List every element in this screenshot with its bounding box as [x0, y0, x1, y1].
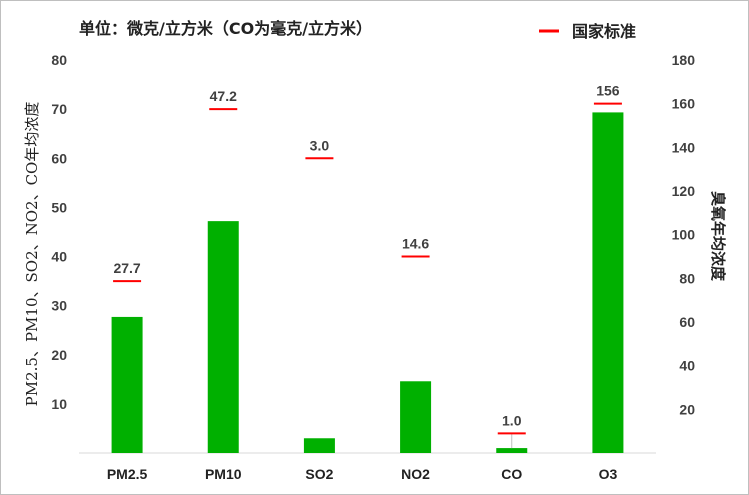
y2-tick-label: 80	[679, 270, 695, 286]
y2-tick-label: 100	[672, 227, 696, 243]
bar	[592, 112, 624, 454]
x-tick-label: O3	[599, 466, 618, 482]
data-label: 47.2	[210, 88, 237, 104]
y2-tick-label: 120	[672, 183, 696, 199]
bar	[303, 438, 335, 453]
data-label: 27.7	[113, 260, 140, 276]
standard-markers	[113, 102, 622, 449]
bar	[207, 221, 239, 453]
data-label: 156	[596, 83, 620, 99]
y2-tick-label: 20	[679, 401, 695, 417]
x-axis: PM2.5 PM10 SO2 NO2 CO O3	[107, 466, 618, 482]
x-tick-label: PM2.5	[107, 466, 148, 482]
data-label: 3.0	[310, 137, 330, 153]
y2-tick-label: 160	[672, 96, 696, 112]
bars: 27.7 47.2 3.0 14.6 1.0 156	[111, 83, 624, 454]
y2-tick-label: 60	[679, 314, 695, 330]
x-tick-label: NO2	[401, 466, 430, 482]
y-tick-label: 10	[51, 396, 67, 412]
unit-note: 单位：微克/立方米（CO为毫克/立方米）	[79, 19, 372, 38]
bar	[496, 448, 528, 453]
x-tick-label: SO2	[305, 466, 333, 482]
x-tick-label: CO	[501, 466, 522, 482]
y-tick-label: 20	[51, 347, 67, 363]
y-tick-label: 30	[51, 298, 67, 314]
y-tick-label: 60	[51, 150, 67, 166]
y2-axis-title: 臭氧年均浓度	[709, 191, 727, 282]
y-tick-label: 80	[51, 52, 67, 68]
y-axis-title: PM2.5、PM10、SO2、NO2、CO年均浓度	[23, 102, 41, 407]
bar	[400, 381, 432, 453]
y2-tick-label: 40	[679, 358, 695, 374]
data-label: 1.0	[502, 412, 522, 428]
bar	[111, 316, 143, 453]
data-label: 14.6	[402, 236, 429, 252]
y-tick-label: 50	[51, 199, 67, 215]
y-axis: 10 20 30 40 50 60 70 80	[51, 52, 67, 412]
y2-axis: 20 40 60 80 100 120 140 160 180	[672, 52, 696, 417]
y-tick-label: 70	[51, 101, 67, 117]
y2-tick-label: 180	[672, 52, 696, 68]
y-tick-label: 40	[51, 249, 67, 265]
x-tick-label: PM10	[205, 466, 242, 482]
y2-tick-label: 140	[672, 139, 696, 155]
legend-label: 国家标准	[572, 22, 636, 41]
legend: 国家标准	[539, 22, 636, 41]
